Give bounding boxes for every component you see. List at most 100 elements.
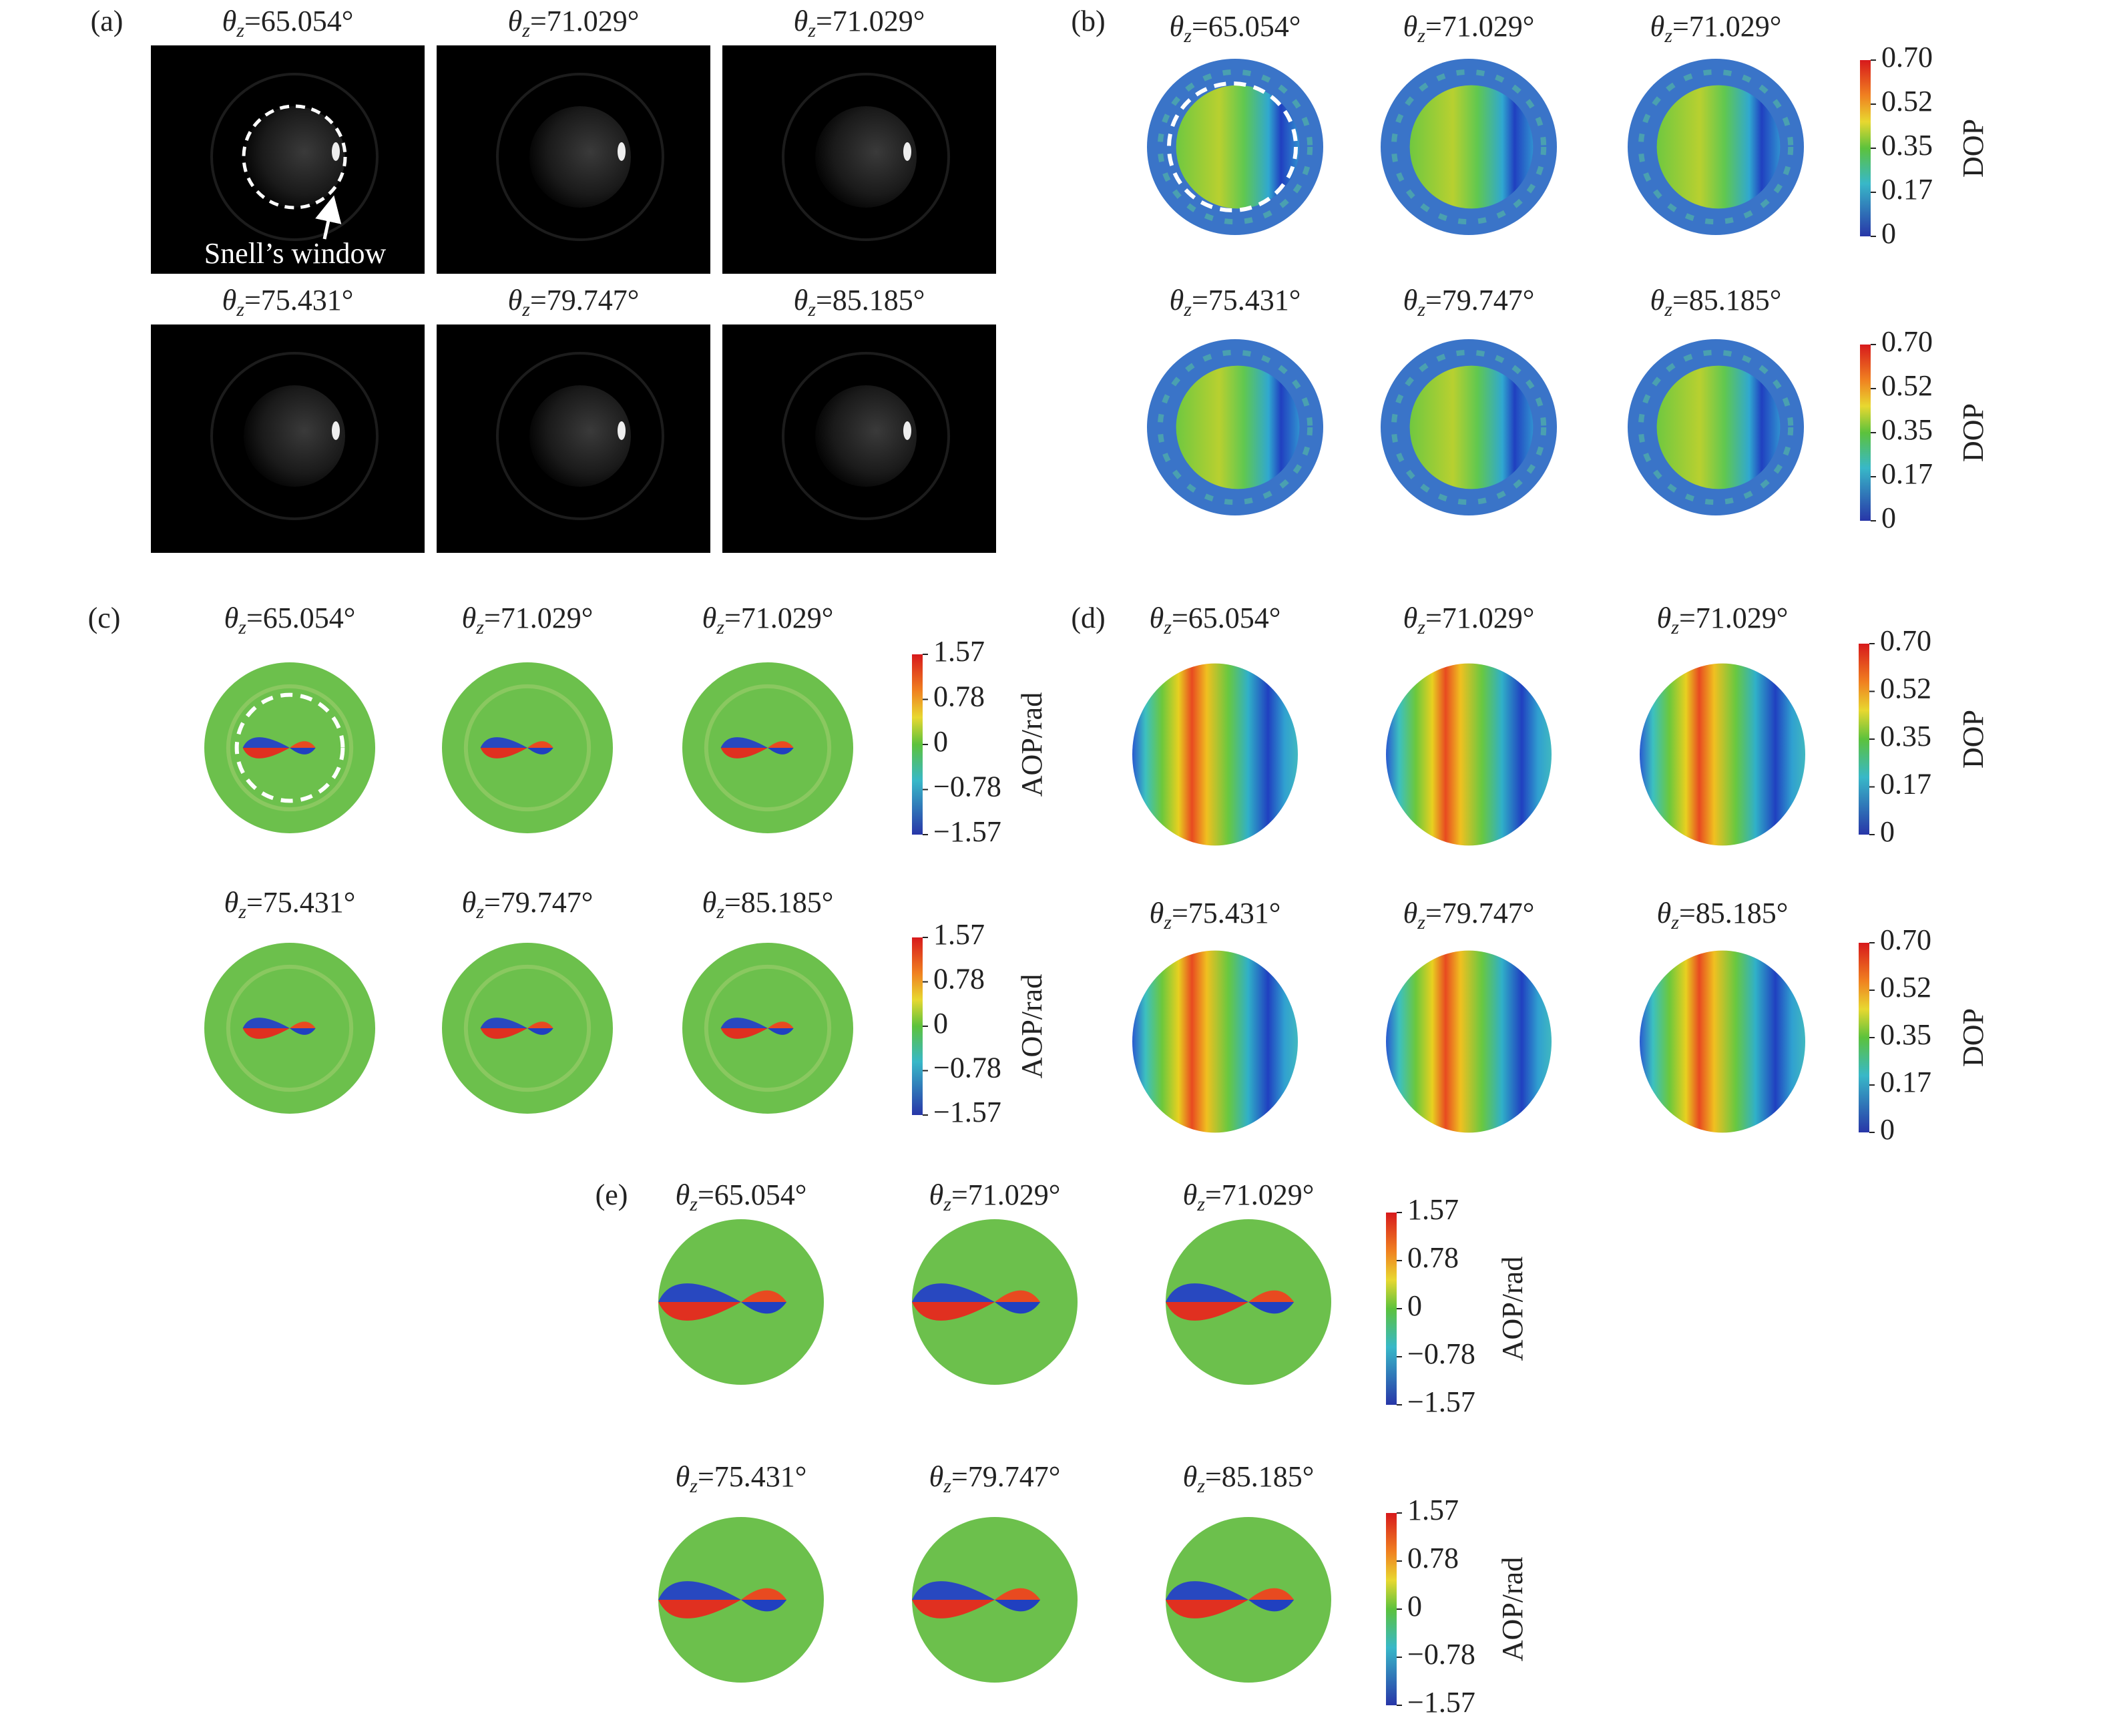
photo-halo: [210, 352, 379, 520]
image-title: θz=65.054°: [1170, 10, 1301, 47]
colorbar-label: DOP: [1957, 710, 1990, 769]
image-title: θz=71.029°: [794, 5, 925, 41]
glint: [618, 421, 626, 440]
subscript: z: [943, 1475, 951, 1497]
angle: =75.431°: [1192, 284, 1301, 316]
subscript: z: [236, 298, 244, 320]
subscript: z: [1196, 1193, 1205, 1215]
image-title: θz=79.747°: [508, 284, 640, 320]
angle: =65.054°: [244, 5, 353, 37]
aop-blue: [527, 748, 553, 754]
colorbar: [1386, 1513, 1397, 1705]
theta: θ: [794, 284, 808, 316]
image-title: θz=79.747°: [929, 1460, 1061, 1497]
aop-red: [527, 1022, 553, 1028]
subscript: z: [1417, 25, 1425, 47]
angle: =65.054°: [246, 602, 355, 634]
colorbar-tick-label: −0.78: [1407, 1337, 1475, 1370]
aop-ring: [463, 964, 592, 1092]
colorbar-tick-label: 0: [1881, 501, 1896, 534]
angle: =71.029°: [1205, 1178, 1314, 1211]
aop-red: [1166, 1302, 1248, 1321]
glint: [903, 142, 911, 161]
image-title: θz=71.029°: [508, 5, 640, 41]
aop-red: [720, 748, 768, 758]
theta: θ: [222, 5, 237, 37]
theta: θ: [794, 5, 808, 37]
theta: θ: [1150, 897, 1164, 929]
colorbar-tick-label: 0.78: [933, 680, 985, 713]
subscript: z: [1664, 298, 1672, 320]
aop-ring: [226, 684, 354, 812]
glint: [903, 421, 911, 440]
colorbar-tick-label: 0: [933, 725, 948, 758]
colorbar-tick-label: 1.57: [933, 918, 985, 951]
image-title: θz=65.054°: [222, 5, 354, 41]
angle: =79.747°: [951, 1460, 1060, 1493]
dop-window: [1656, 365, 1781, 489]
colorbar-label: DOP: [1957, 119, 1990, 178]
aop-ring: [704, 684, 832, 812]
image-title: θz=75.431°: [1170, 284, 1301, 320]
theta: θ: [222, 284, 237, 316]
dop-disc: [1640, 663, 1805, 846]
colorbar-tick-label: 0.17: [1880, 768, 1931, 801]
aop-red: [658, 1302, 741, 1321]
colorbar-tick-label: 0.52: [1880, 971, 1931, 1004]
dop-window: [1656, 85, 1781, 209]
dop-disc: [1640, 950, 1805, 1133]
colorbar-tick-label: 0.35: [1880, 1018, 1931, 1051]
image-title: θz=65.054°: [1150, 602, 1281, 638]
subscript: z: [807, 298, 816, 320]
colorbar-tick-label: −1.57: [1407, 1686, 1475, 1719]
image-title: θz=71.029°: [702, 602, 834, 638]
image-title: θz=71.029°: [1183, 1178, 1315, 1215]
colorbar-tick-label: 0: [933, 1007, 948, 1040]
theta: θ: [462, 602, 477, 634]
theta: θ: [929, 1460, 944, 1493]
colorbar-label: AOP/rad: [1015, 974, 1048, 1078]
theta: θ: [1170, 10, 1184, 43]
subscript: z: [238, 616, 246, 638]
subscript: z: [475, 901, 484, 923]
subscript: z: [1183, 25, 1192, 47]
aop-blue: [720, 737, 768, 748]
aop-blue: [1166, 1283, 1248, 1302]
aop-blue: [242, 737, 290, 748]
angle: =71.029°: [951, 1178, 1060, 1211]
angle: =75.431°: [244, 284, 353, 316]
subscript: z: [689, 1475, 698, 1497]
aop-red: [995, 1290, 1041, 1302]
image-title: θz=75.431°: [1150, 897, 1281, 933]
aop-blue: [995, 1600, 1041, 1612]
aop-blue: [480, 1018, 527, 1028]
aop-red: [290, 1022, 316, 1028]
dop-window: [1409, 85, 1534, 209]
aop-blue: [480, 737, 527, 748]
glint: [332, 142, 340, 161]
colorbar: [912, 937, 923, 1115]
theta: θ: [1403, 284, 1418, 316]
aop-blue: [768, 1028, 794, 1035]
colorbar-tick-label: −1.57: [933, 1096, 1001, 1128]
image-title: θz=85.185°: [1183, 1460, 1315, 1497]
dop-disc: [1386, 663, 1552, 846]
aop-red: [741, 1588, 787, 1600]
theta: θ: [1650, 10, 1665, 43]
colorbar-tick-label: 1.57: [1407, 1494, 1459, 1526]
glint: [618, 142, 626, 161]
colorbar: [1860, 345, 1871, 521]
dop-disc: [1132, 950, 1298, 1133]
image-title: θz=75.431°: [222, 284, 354, 320]
dop-ring: [1157, 69, 1313, 225]
colorbar-tick-label: 0: [1881, 217, 1896, 250]
theta: θ: [1150, 602, 1164, 634]
colorbar-tick-label: 0.70: [1880, 923, 1931, 956]
theta: θ: [1657, 602, 1672, 634]
image-title: θz=65.054°: [224, 602, 356, 638]
theta: θ: [702, 602, 717, 634]
annotation: Snell’s window: [204, 237, 387, 270]
aop-ring: [463, 684, 592, 812]
subscript: z: [943, 1193, 951, 1215]
subscript: z: [1417, 911, 1425, 933]
